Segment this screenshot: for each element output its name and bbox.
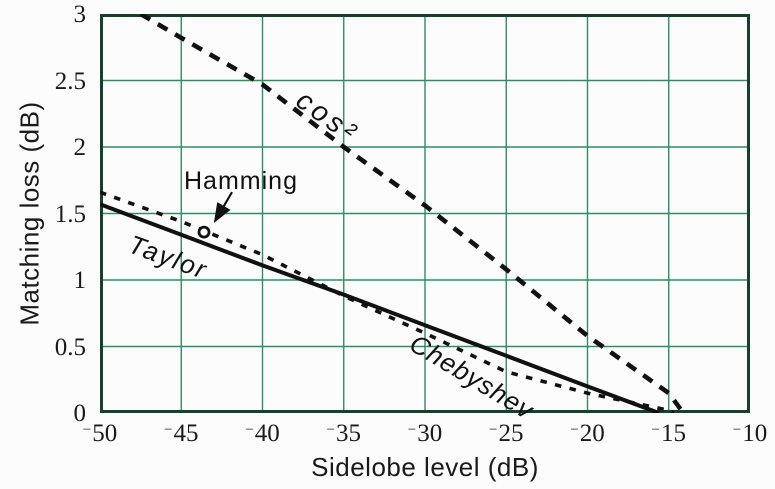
y-tick-label: 3 [73, 1, 87, 28]
plot-frame [100, 14, 750, 413]
x-tick-label: −45 [164, 420, 199, 447]
x-tick-label: −15 [651, 420, 686, 447]
y-tick-label: 2.5 [54, 67, 86, 95]
curve-cos2 [139, 14, 686, 413]
y-tick-label: 1 [73, 267, 87, 294]
annotation-hamming-label: Hamming [184, 167, 298, 195]
curve-taylor [100, 202, 660, 413]
y-tick-label: 1.5 [54, 200, 86, 228]
y-tick-label: 0.5 [54, 333, 86, 361]
x-tick-label: −30 [407, 420, 443, 447]
x-tick-label: −25 [489, 420, 524, 447]
x-tick-label: −20 [570, 420, 605, 447]
y-tick-label: 0 [73, 400, 87, 427]
plot-area [100, 14, 750, 413]
x-tick-label: −10 [732, 420, 768, 447]
hamming-marker [197, 225, 211, 239]
x-tick-label: −40 [245, 420, 280, 447]
x-tick-label: −35 [326, 420, 361, 447]
x-tick-label: −50 [82, 420, 118, 447]
hamming-arrow [213, 191, 233, 224]
y-tick-label: 2 [73, 134, 87, 161]
x-axis-title: Sidelobe level (dB) [311, 452, 539, 482]
